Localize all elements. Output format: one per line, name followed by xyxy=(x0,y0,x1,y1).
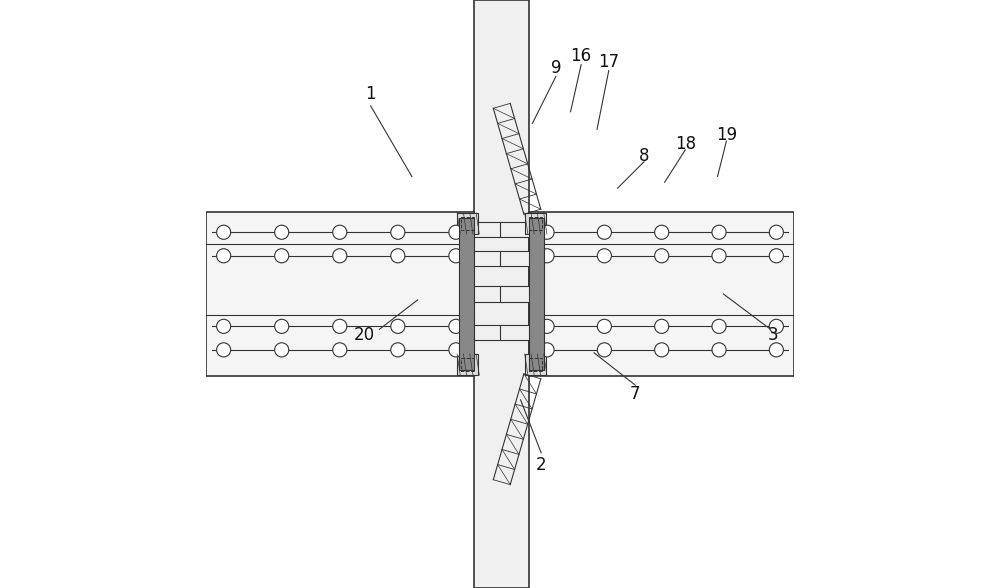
Text: 18: 18 xyxy=(675,135,696,153)
Bar xyxy=(471,325,503,340)
Circle shape xyxy=(391,249,405,263)
Text: 3: 3 xyxy=(768,326,779,344)
Circle shape xyxy=(597,319,611,333)
Circle shape xyxy=(217,319,231,333)
Bar xyxy=(529,358,542,371)
Bar xyxy=(471,286,503,302)
Circle shape xyxy=(712,225,726,239)
Circle shape xyxy=(333,319,347,333)
Bar xyxy=(529,217,542,230)
Bar xyxy=(457,213,478,234)
Circle shape xyxy=(333,225,347,239)
Text: 1: 1 xyxy=(365,85,376,103)
Circle shape xyxy=(540,249,554,263)
Circle shape xyxy=(655,225,669,239)
Circle shape xyxy=(655,249,669,263)
Circle shape xyxy=(597,249,611,263)
Circle shape xyxy=(655,343,669,357)
Circle shape xyxy=(597,343,611,357)
Bar xyxy=(500,325,532,340)
Circle shape xyxy=(540,343,554,357)
Bar xyxy=(500,286,532,302)
Circle shape xyxy=(769,343,783,357)
Bar xyxy=(459,218,474,370)
Bar xyxy=(529,212,794,376)
Circle shape xyxy=(391,225,405,239)
Circle shape xyxy=(217,225,231,239)
Circle shape xyxy=(655,319,669,333)
Circle shape xyxy=(449,343,463,357)
Circle shape xyxy=(217,343,231,357)
Circle shape xyxy=(540,319,554,333)
Bar xyxy=(529,218,544,370)
Bar xyxy=(525,213,546,234)
Bar xyxy=(500,222,532,237)
Circle shape xyxy=(333,249,347,263)
Text: 8: 8 xyxy=(639,147,649,165)
Bar xyxy=(471,222,503,237)
Circle shape xyxy=(391,319,405,333)
Text: 20: 20 xyxy=(354,326,375,344)
Text: 16: 16 xyxy=(571,47,592,65)
Text: 9: 9 xyxy=(551,59,561,76)
Circle shape xyxy=(275,343,289,357)
Circle shape xyxy=(712,319,726,333)
Circle shape xyxy=(275,249,289,263)
Bar xyxy=(471,251,503,266)
Circle shape xyxy=(540,225,554,239)
Bar xyxy=(525,354,546,375)
Circle shape xyxy=(391,343,405,357)
Circle shape xyxy=(769,249,783,263)
Bar xyxy=(474,0,529,588)
Circle shape xyxy=(712,343,726,357)
Circle shape xyxy=(449,319,463,333)
Bar xyxy=(457,354,478,375)
Bar xyxy=(206,212,474,376)
Bar xyxy=(500,251,532,266)
Bar xyxy=(461,217,474,230)
Circle shape xyxy=(449,225,463,239)
Circle shape xyxy=(217,249,231,263)
Circle shape xyxy=(769,225,783,239)
Circle shape xyxy=(275,319,289,333)
Circle shape xyxy=(597,225,611,239)
Text: 2: 2 xyxy=(536,456,546,473)
Text: 17: 17 xyxy=(598,53,619,71)
Bar xyxy=(461,358,474,371)
Text: 7: 7 xyxy=(630,385,640,403)
Circle shape xyxy=(769,319,783,333)
Circle shape xyxy=(275,225,289,239)
Text: 19: 19 xyxy=(716,126,737,144)
Circle shape xyxy=(333,343,347,357)
Circle shape xyxy=(712,249,726,263)
Circle shape xyxy=(449,249,463,263)
